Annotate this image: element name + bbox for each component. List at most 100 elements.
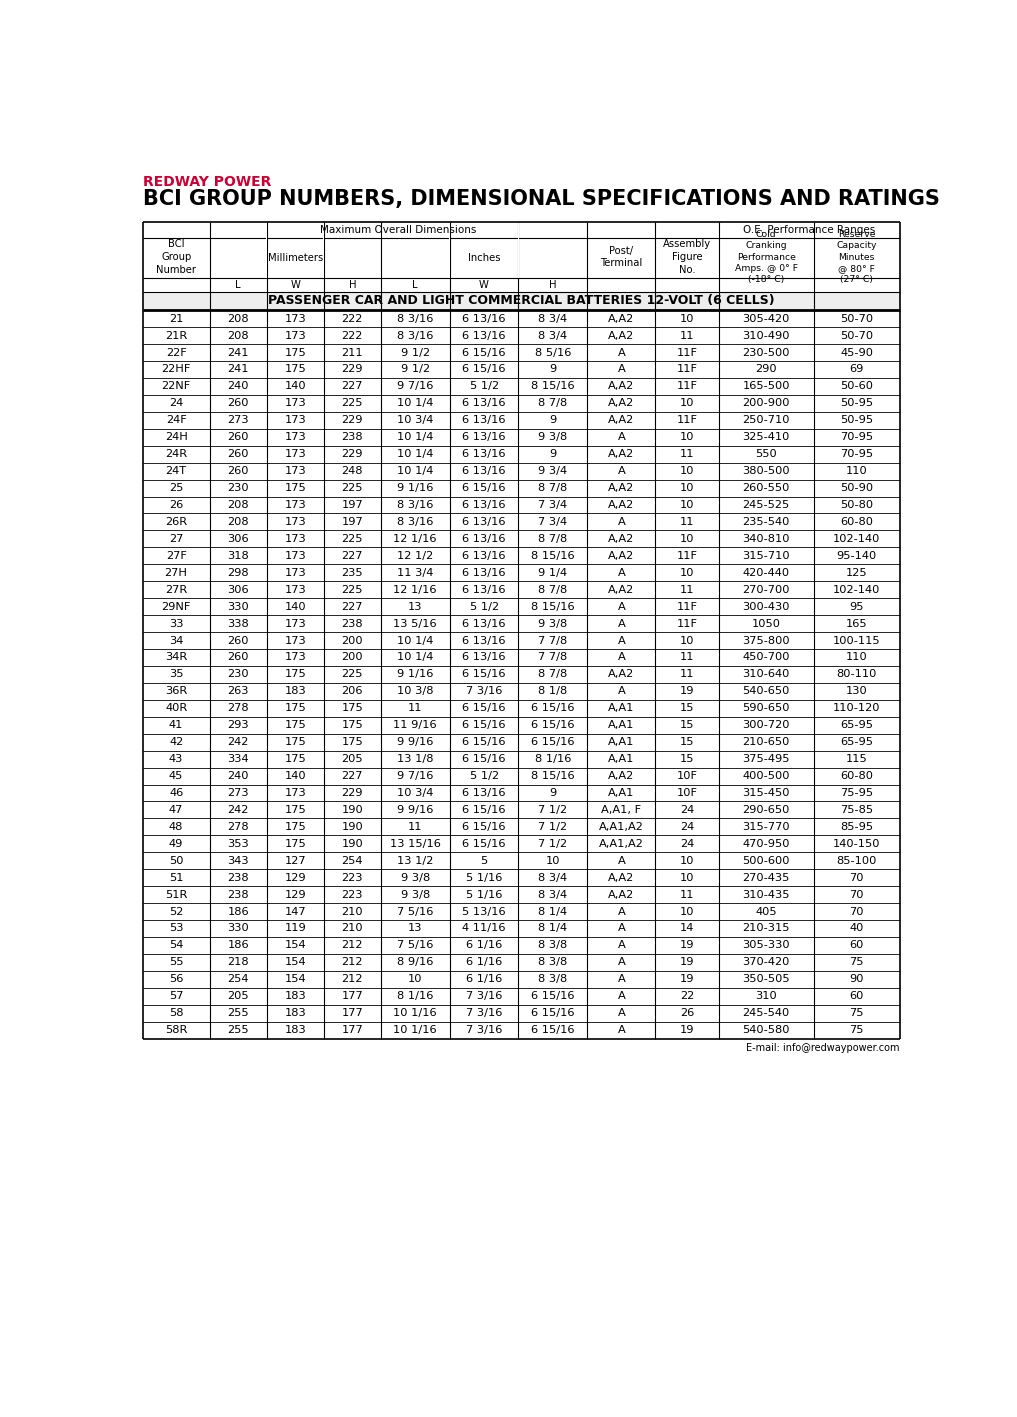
- Text: 10 1/4: 10 1/4: [397, 432, 433, 442]
- Text: 26R: 26R: [165, 517, 187, 527]
- Text: 6 1/16: 6 1/16: [466, 941, 502, 951]
- Text: 242: 242: [228, 737, 249, 747]
- Text: L: L: [235, 279, 241, 289]
- Text: 260: 260: [228, 466, 249, 476]
- Text: 8 3/8: 8 3/8: [538, 958, 567, 968]
- Text: A: A: [617, 941, 625, 951]
- Text: 315-450: 315-450: [742, 788, 790, 798]
- Text: 208: 208: [228, 500, 249, 510]
- Text: 8 3/8: 8 3/8: [538, 975, 567, 985]
- Text: 470-950: 470-950: [742, 839, 790, 849]
- Text: 8 7/8: 8 7/8: [538, 534, 567, 544]
- Text: 50-70: 50-70: [840, 313, 874, 323]
- Text: 5 1/2: 5 1/2: [470, 602, 498, 612]
- Text: 9 3/8: 9 3/8: [538, 619, 567, 629]
- Text: 173: 173: [285, 534, 306, 544]
- Text: 334: 334: [228, 754, 249, 764]
- Text: 8 1/16: 8 1/16: [535, 754, 572, 764]
- Text: A,A2: A,A2: [608, 330, 635, 340]
- Text: 9 3/8: 9 3/8: [401, 890, 430, 900]
- Text: 75-95: 75-95: [840, 788, 874, 798]
- Text: 127: 127: [285, 856, 306, 866]
- Text: 343: 343: [228, 856, 249, 866]
- Bar: [266, 222, 267, 238]
- Text: 154: 154: [285, 975, 306, 985]
- Text: W: W: [290, 279, 300, 289]
- Text: 140: 140: [285, 381, 306, 391]
- Text: 110: 110: [846, 466, 868, 476]
- Text: 8 1/16: 8 1/16: [397, 992, 433, 1002]
- Text: 56: 56: [169, 975, 183, 985]
- Text: A: A: [617, 958, 625, 968]
- Text: 278: 278: [228, 703, 249, 713]
- Text: Reserve
Capacity
Minutes
@ 80° F
(27° C): Reserve Capacity Minutes @ 80° F (27° C): [837, 231, 877, 283]
- Text: 40R: 40R: [165, 703, 187, 713]
- Text: 173: 173: [285, 415, 306, 425]
- Text: 240: 240: [228, 381, 249, 391]
- Text: A,A1: A,A1: [608, 737, 635, 747]
- Text: A: A: [617, 856, 625, 866]
- Text: 183: 183: [285, 1007, 306, 1019]
- Text: A: A: [617, 686, 625, 696]
- Text: A: A: [617, 432, 625, 442]
- Text: 6 15/16: 6 15/16: [531, 737, 575, 747]
- Text: 190: 190: [342, 822, 363, 832]
- Text: 8 3/16: 8 3/16: [397, 500, 433, 510]
- Text: 350-505: 350-505: [742, 975, 790, 985]
- Text: 254: 254: [228, 975, 249, 985]
- Text: 6 15/16: 6 15/16: [531, 1007, 575, 1019]
- Text: 175: 175: [285, 483, 306, 493]
- Text: A,A2: A,A2: [608, 483, 635, 493]
- Text: 22HF: 22HF: [162, 364, 191, 374]
- Text: A: A: [617, 517, 625, 527]
- Text: 27F: 27F: [166, 551, 186, 561]
- Text: 230: 230: [228, 483, 249, 493]
- Text: A,A2: A,A2: [608, 415, 635, 425]
- Text: A: A: [617, 992, 625, 1002]
- Text: 229: 229: [342, 449, 363, 459]
- Text: 65-95: 65-95: [840, 720, 874, 730]
- Text: 24R: 24R: [165, 449, 187, 459]
- Text: 340-810: 340-810: [742, 534, 790, 544]
- Text: 41: 41: [169, 720, 183, 730]
- Text: 13 1/8: 13 1/8: [397, 754, 433, 764]
- Text: 229: 229: [342, 788, 363, 798]
- Text: 177: 177: [342, 1007, 363, 1019]
- Text: L: L: [413, 279, 418, 289]
- Text: 325-410: 325-410: [742, 432, 790, 442]
- Text: 10: 10: [679, 635, 695, 646]
- Text: 8 1/8: 8 1/8: [538, 686, 567, 696]
- Text: 173: 173: [285, 585, 306, 595]
- Text: A,A2: A,A2: [608, 398, 635, 408]
- Text: 10: 10: [679, 398, 695, 408]
- Text: 95: 95: [849, 602, 864, 612]
- Text: 173: 173: [285, 398, 306, 408]
- Text: 6 15/16: 6 15/16: [463, 839, 505, 849]
- Text: 227: 227: [342, 551, 363, 561]
- Text: 15: 15: [679, 720, 695, 730]
- Text: 47: 47: [169, 805, 183, 815]
- Text: 6 13/16: 6 13/16: [463, 788, 505, 798]
- Text: 75: 75: [849, 1024, 864, 1036]
- Text: 9 3/8: 9 3/8: [401, 873, 430, 883]
- Text: 11F: 11F: [676, 415, 698, 425]
- Text: 7 3/4: 7 3/4: [538, 500, 567, 510]
- Text: 10 1/4: 10 1/4: [397, 635, 433, 646]
- Text: 330: 330: [228, 924, 249, 934]
- Text: A: A: [617, 975, 625, 985]
- Text: 6 15/16: 6 15/16: [463, 754, 505, 764]
- Text: 24: 24: [679, 805, 694, 815]
- Text: 222: 222: [342, 313, 363, 323]
- Text: 75-85: 75-85: [840, 805, 874, 815]
- Text: 115: 115: [846, 754, 868, 764]
- Text: 55: 55: [169, 958, 183, 968]
- Text: 7 7/8: 7 7/8: [538, 652, 567, 663]
- Text: 254: 254: [342, 856, 363, 866]
- Text: 10 1/4: 10 1/4: [397, 652, 433, 663]
- Text: 10 1/4: 10 1/4: [397, 466, 433, 476]
- Text: 60-80: 60-80: [840, 771, 874, 781]
- Text: 34R: 34R: [165, 652, 187, 663]
- Text: 19: 19: [679, 941, 695, 951]
- Text: 13: 13: [408, 602, 422, 612]
- Text: 85-95: 85-95: [840, 822, 874, 832]
